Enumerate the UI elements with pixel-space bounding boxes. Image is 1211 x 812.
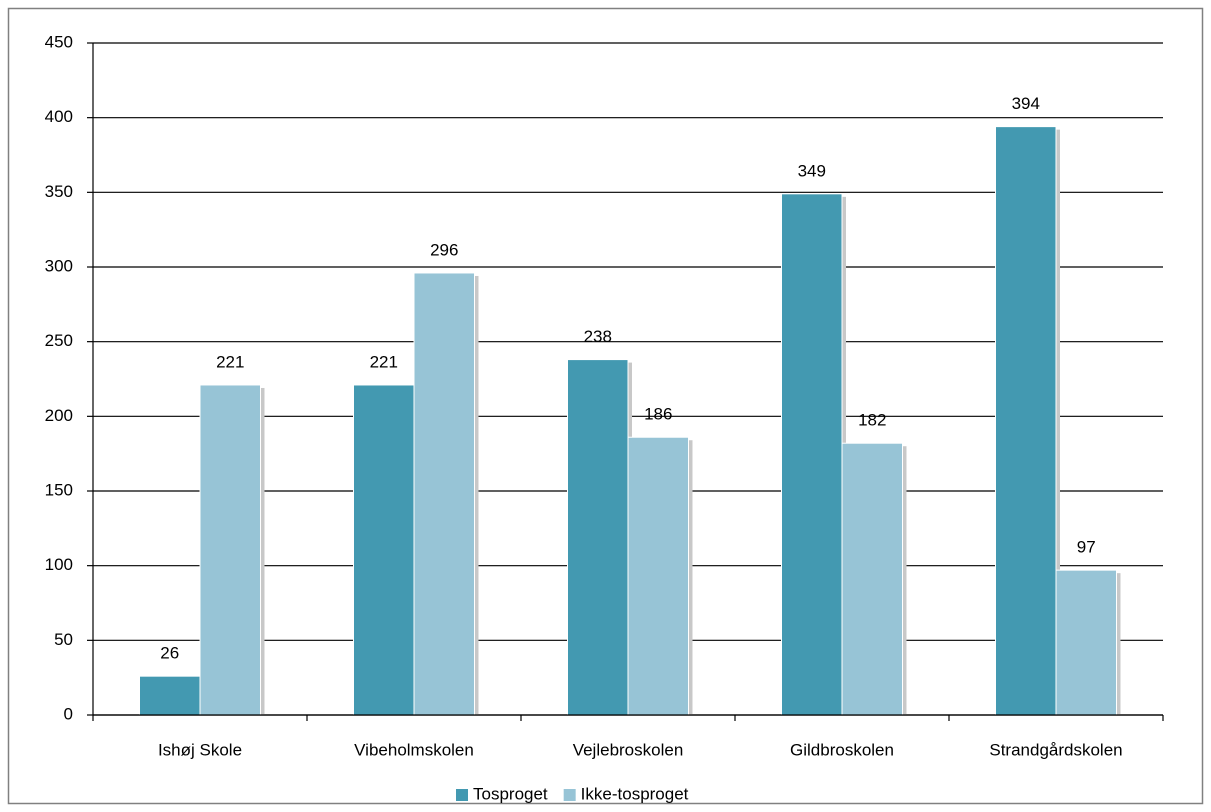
bar <box>353 384 415 716</box>
bar <box>781 193 843 716</box>
bar <box>413 272 475 716</box>
legend-swatch <box>563 789 576 801</box>
y-tick-label: 300 <box>45 256 73 275</box>
y-tick-label: 0 <box>64 704 73 723</box>
bar <box>199 384 261 716</box>
data-label: 349 <box>798 161 826 180</box>
bar <box>567 359 629 716</box>
data-label: 97 <box>1077 538 1096 557</box>
bar <box>139 675 201 716</box>
bar <box>627 436 689 716</box>
y-tick-label: 250 <box>45 331 73 350</box>
legend-label: Tosproget <box>473 784 548 803</box>
x-tick-label: Vejlebroskolen <box>573 740 684 759</box>
y-tick-label: 350 <box>45 182 73 201</box>
data-label: 182 <box>858 411 886 430</box>
bar <box>841 442 903 716</box>
data-label: 186 <box>644 405 672 424</box>
data-label: 394 <box>1012 94 1040 113</box>
y-tick-label: 400 <box>45 107 73 126</box>
x-tick-label: Strandgårdskolen <box>989 740 1122 759</box>
x-tick-label: Gildbroskolen <box>790 740 894 759</box>
bar <box>995 126 1057 716</box>
legend-swatch <box>456 789 468 801</box>
data-label: 221 <box>370 352 398 371</box>
y-tick-label: 150 <box>45 480 73 499</box>
y-tick-label: 50 <box>54 630 73 649</box>
y-tick-label: 100 <box>45 555 73 574</box>
bar <box>1055 569 1117 716</box>
data-label: 221 <box>216 352 244 371</box>
x-tick-label: Ishøj Skole <box>158 740 242 759</box>
data-label: 26 <box>160 644 179 663</box>
data-label: 238 <box>584 327 612 346</box>
y-tick-label: 200 <box>45 406 73 425</box>
y-tick-label: 450 <box>45 32 73 51</box>
x-tick-label: Vibeholmskolen <box>354 740 474 759</box>
data-label: 296 <box>430 240 458 259</box>
legend-label: Ikke-tosproget <box>581 784 689 803</box>
